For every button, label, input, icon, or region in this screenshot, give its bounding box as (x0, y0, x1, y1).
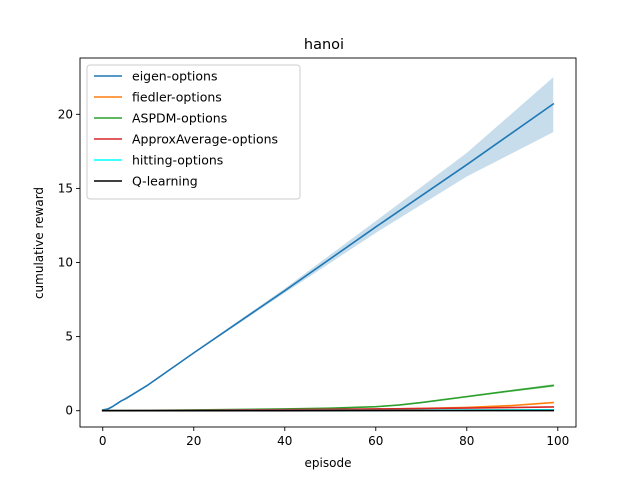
x-tick-label-4: 80 (459, 434, 474, 448)
series-line-0 (101, 102, 555, 411)
y-tick-label-4: 20 (58, 107, 73, 121)
y-tick-label-1: 5 (65, 330, 73, 344)
x-tick-label-2: 40 (277, 434, 292, 448)
legend-label-0: eigen-options (132, 69, 218, 84)
x-axis-label: episode (305, 456, 352, 470)
y-tick-label-2: 10 (58, 256, 73, 270)
axes-frame (79, 57, 577, 428)
x-tick-label-1: 20 (186, 434, 201, 448)
y-axis-label: cumulative reward (32, 187, 46, 299)
y-tick-label-3: 15 (58, 181, 73, 195)
plot-area: 0 20 40 60 80 100 0 5 10 15 20 eigen-options fiedler… (58, 57, 577, 448)
x-tick-label-5: 100 (546, 434, 569, 448)
legend-label-3: ApproxAverage-options (132, 132, 278, 147)
x-tick-label-0: 0 (99, 434, 107, 448)
legend-label-4: hitting-options (132, 153, 223, 168)
legend-label-1: fiedler-options (132, 90, 222, 105)
legend-label-5: Q-learning (132, 174, 198, 189)
legend-label-2: ASPDM-options (132, 111, 227, 126)
chart-title: hanoi (304, 37, 344, 53)
y-tick-label-0: 0 (65, 404, 73, 418)
legend-box (86, 64, 301, 200)
x-tick-label-3: 60 (368, 434, 383, 448)
